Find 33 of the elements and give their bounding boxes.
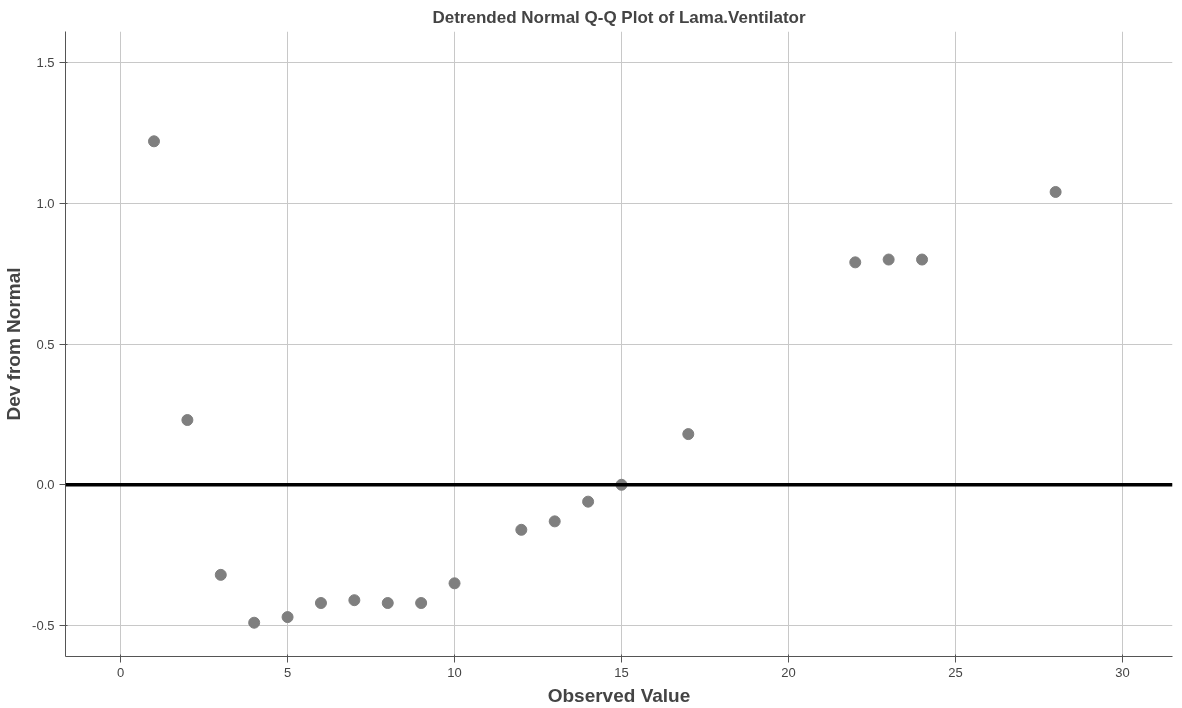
- y-tick-label: 1.5: [36, 54, 55, 70]
- point: [682, 428, 695, 441]
- point: [214, 568, 227, 581]
- chart-title: Detrended Normal Q-Q Plot of Lama.Ventilator: [432, 7, 806, 27]
- point: [515, 523, 528, 536]
- point: [916, 253, 929, 266]
- point: [1049, 185, 1062, 198]
- point: [281, 611, 294, 624]
- point: [849, 256, 862, 269]
- y-axis-title: Dev from Normal: [3, 267, 25, 421]
- x-tick-label: 0: [116, 664, 125, 680]
- y-tick-label: 0.5: [36, 336, 55, 352]
- point: [248, 616, 261, 629]
- y-tick-label: 0.0: [36, 477, 55, 493]
- point: [448, 577, 461, 590]
- point: [181, 414, 194, 426]
- point: [381, 597, 394, 609]
- x-axis-title: Observed Value: [547, 684, 691, 706]
- point: [882, 253, 895, 266]
- point: [582, 495, 595, 508]
- point: [415, 597, 428, 609]
- y-tick-label: 1.0: [36, 195, 55, 211]
- point: [348, 594, 361, 607]
- x-tick-label: 30: [1115, 664, 1130, 680]
- point: [314, 597, 327, 609]
- x-tick-label: 25: [948, 664, 963, 680]
- x-tick-label: 5: [283, 664, 292, 680]
- x-tick-label: 20: [781, 664, 796, 680]
- x-tick-label: 15: [614, 664, 629, 680]
- x-tick-label: 10: [447, 664, 462, 680]
- y-tick-label: -0.5: [32, 618, 55, 634]
- point: [548, 515, 561, 528]
- point: [147, 135, 160, 148]
